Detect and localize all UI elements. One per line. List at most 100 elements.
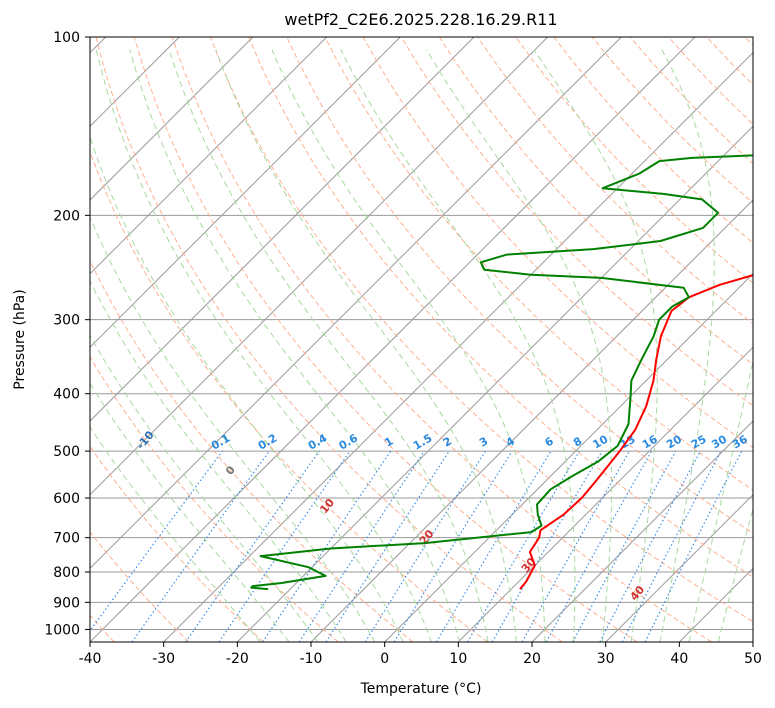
- dry-adiabat: [438, 37, 753, 366]
- y-tick-label: 400: [53, 387, 80, 403]
- mixing-ratio-line: [131, 450, 270, 642]
- mixing-ratio-label: 6: [543, 434, 556, 449]
- dry-adiabat: [210, 37, 753, 623]
- dry-adiabat: [90, 150, 488, 642]
- isotherm-gridline: [90, 37, 401, 349]
- mixing-ratio-label: 30: [709, 432, 729, 451]
- y-tick-label: 700: [53, 531, 80, 547]
- plot-frame: [89, 36, 754, 643]
- isotherm-gridline: [90, 37, 696, 642]
- x-axis-label: Temperature (°C): [360, 681, 482, 697]
- dewpoint-trace: [250, 154, 753, 591]
- x-tick-label: 10: [449, 651, 467, 667]
- dry-adiabat: [477, 37, 753, 325]
- isotherm-gridline: [310, 199, 753, 642]
- moist-adiabat: [717, 506, 753, 642]
- isotherm-gridline: [90, 37, 475, 422]
- y-tick-label: 100: [53, 30, 80, 46]
- dry-adiabat: [90, 445, 264, 642]
- moist-adiabat: [129, 49, 461, 642]
- isotherm-gridline: [90, 37, 622, 570]
- dry-adiabat: [362, 37, 753, 449]
- chart-title: wetPf2_C2E6.2025.228.16.29.R11: [284, 10, 557, 30]
- dry-adiabat: [133, 37, 638, 642]
- dry-adiabat: [90, 259, 414, 642]
- temperature-trace: [519, 274, 753, 590]
- y-tick-label: 1000: [44, 622, 80, 638]
- dry-adiabat-label: -20: [63, 412, 86, 436]
- isotherm-gridline: [678, 567, 753, 642]
- y-tick-label: 300: [53, 313, 80, 329]
- dry-adiabat: [706, 37, 753, 86]
- moist-adiabat: [90, 215, 376, 642]
- mixing-ratio-label: 0.4: [306, 431, 330, 452]
- mixing-ratio-label: 1: [382, 435, 395, 450]
- mixing-ratio-line: [262, 450, 392, 642]
- isotherm-gridline: [236, 125, 753, 642]
- moist-adiabat: [90, 135, 404, 642]
- isotherm-gridline: [90, 37, 549, 496]
- moist-adiabat: [90, 279, 347, 642]
- x-tick-label: -30: [152, 651, 175, 667]
- axes: -40 -30 -20 -10 0 10 20 30 40 5010020030040050060…: [44, 30, 762, 667]
- isotherm-gridline: [90, 37, 254, 201]
- mixing-ratio-label: 20: [664, 432, 684, 451]
- y-tick-label: 600: [53, 491, 80, 507]
- dry-adiabat-label: -30: [0, 368, 4, 392]
- mixing-ratio-line: [393, 450, 513, 642]
- moist-adiabat: [425, 49, 613, 642]
- x-tick-label: -40: [79, 651, 102, 667]
- mixing-ratio-label: 25: [689, 433, 709, 452]
- mixing-ratio-line: [218, 450, 351, 642]
- isotherm-gridline: [384, 272, 753, 642]
- moist-adiabat: [659, 49, 715, 642]
- dry-adiabat-label: 40: [627, 583, 647, 603]
- mixing-ratio-label: 0.1: [209, 432, 232, 453]
- mixing-ratio-label: 10: [591, 432, 611, 451]
- isotherm-gridline: [752, 641, 753, 642]
- dry-adiabat: [95, 37, 563, 642]
- isotherm-gridline: [605, 493, 753, 642]
- mixing-ratio-line: [621, 450, 722, 642]
- mixing-ratio-line: [325, 450, 450, 642]
- dry-adiabat-label: 0: [223, 463, 238, 477]
- mixing-ratio-line: [572, 450, 677, 642]
- mixing-ratio-label: 1.5: [411, 432, 434, 453]
- mixing-ratio-line: [521, 450, 631, 642]
- dry-adiabat: [515, 37, 753, 284]
- moist-adiabat: [168, 49, 489, 642]
- x-tick-label: 0: [380, 651, 389, 667]
- mixing-ratio-line: [599, 450, 702, 642]
- moist-adiabat: [215, 49, 517, 642]
- x-tick-label: 30: [597, 651, 615, 667]
- dry-adiabat: [668, 37, 753, 125]
- y-tick-label: 500: [53, 444, 80, 460]
- mixing-ratio-line: [298, 450, 425, 642]
- mixing-ratio-label: 36: [730, 432, 750, 451]
- moist-adiabat: [533, 49, 658, 642]
- isotherm-gridline: [457, 346, 753, 642]
- isotherm-gridline: [90, 37, 328, 275]
- mixing-ratio-label: 3: [477, 435, 490, 450]
- moist-adiabat: [271, 49, 546, 642]
- isotherm-gridline: [163, 51, 753, 642]
- y-tick-label: 800: [53, 565, 80, 581]
- x-tick-label: 50: [744, 651, 762, 667]
- dry-adiabat: [90, 356, 339, 642]
- moist-adiabat: [688, 358, 753, 642]
- moist-adiabat: [90, 382, 290, 642]
- dry-adiabat: [400, 37, 753, 407]
- moist-adiabat: [90, 426, 261, 642]
- y-tick-label: 200: [53, 208, 80, 224]
- mixing-ratio-label: 16: [640, 432, 660, 451]
- mixing-ratio-line: [185, 450, 320, 642]
- dry-adiabat: [90, 531, 190, 642]
- mixing-ratio-line: [644, 450, 743, 642]
- mixing-ratio-line: [545, 450, 653, 642]
- x-tick-label: 40: [670, 651, 688, 667]
- isotherm-gridline: [531, 420, 753, 642]
- dry-adiabat: [591, 37, 753, 204]
- mixing-ratio-line: [90, 450, 223, 632]
- y-tick-label: 900: [53, 595, 80, 611]
